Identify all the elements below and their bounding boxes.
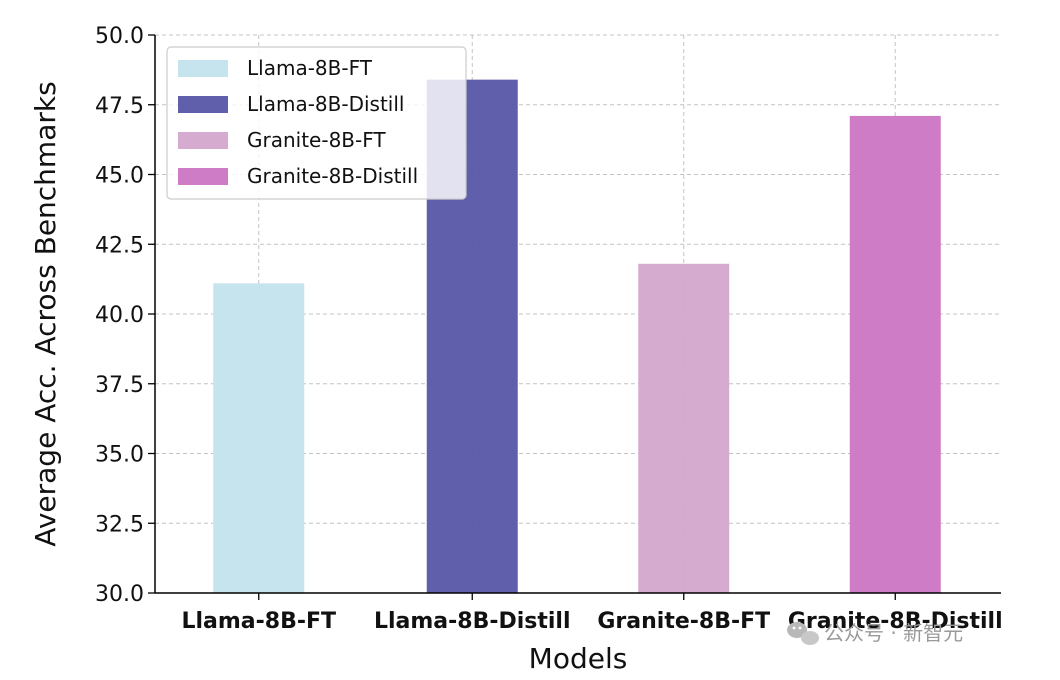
- x-tick-label: Granite-8B-Distill: [788, 609, 1003, 634]
- watermark-text: 公众号 · 新智元: [824, 621, 963, 645]
- x-ticks: Llama-8B-FT Llama-8B-Distill Granite-8B-FT…: [181, 593, 1003, 634]
- x-tick-label: Llama-8B-Distill: [374, 609, 571, 634]
- x-tick-label: Llama-8B-FT: [181, 609, 336, 634]
- legend-box: [166, 46, 467, 200]
- y-tick-label: 40.0: [95, 303, 144, 328]
- bar-granite-8b-distill: [849, 115, 941, 593]
- legend-label: Granite-8B-FT: [247, 128, 386, 152]
- y-tick-label: 37.5: [95, 373, 144, 398]
- legend-swatch: [178, 132, 228, 149]
- legend: Llama-8B-FT Llama-8B-Distill Granite-8B-FT…: [166, 46, 467, 200]
- legend-swatch: [178, 168, 228, 185]
- bar-llama-8b-ft: [213, 283, 305, 593]
- bar-granite-8b-ft: [638, 263, 730, 593]
- y-tick-label: 47.5: [95, 94, 144, 119]
- y-tick-label: 30.0: [95, 582, 144, 607]
- y-tick-label: 32.5: [95, 512, 144, 537]
- y-ticks: 30.0 32.5 35.0 37.5 40.0 42.5 45.0 47.5 50.0: [95, 24, 155, 607]
- y-tick-label: 50.0: [95, 24, 144, 49]
- y-tick-label: 45.0: [95, 164, 144, 189]
- legend-label: Llama-8B-FT: [247, 56, 373, 80]
- legend-swatch: [178, 96, 228, 113]
- wechat-icon: [787, 622, 819, 645]
- x-axis-label: Models: [529, 642, 628, 675]
- y-tick-label: 42.5: [95, 233, 144, 258]
- watermark: 公众号 · 新智元: [787, 621, 963, 645]
- legend-label: Granite-8B-Distill: [247, 164, 418, 188]
- x-tick-label: Granite-8B-FT: [597, 609, 770, 634]
- legend-swatch: [178, 60, 228, 77]
- y-tick-label: 35.0: [95, 443, 144, 468]
- y-axis-label: Average Acc. Across Benchmarks: [29, 81, 62, 546]
- legend-label: Llama-8B-Distill: [247, 92, 404, 116]
